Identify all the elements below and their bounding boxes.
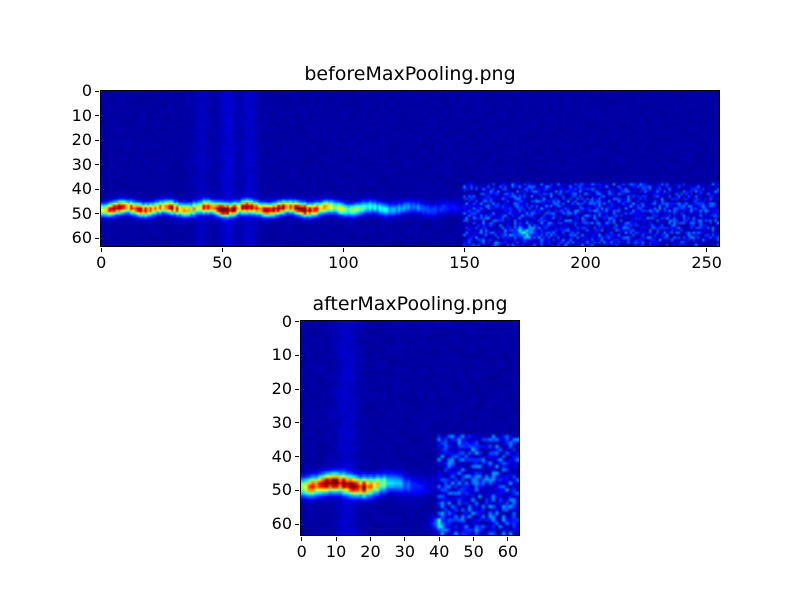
- x-tick-label: 250: [691, 253, 722, 272]
- y-tick-label: 30: [71, 154, 92, 174]
- x-tick: [473, 537, 475, 541]
- x-tick-label: 50: [463, 542, 484, 561]
- x-tick: [221, 248, 223, 252]
- x-tick-label: 0: [296, 542, 307, 561]
- x-tick-label: 0: [96, 253, 107, 272]
- x-tick: [585, 248, 587, 252]
- subplot-before-maxpooling: beforeMaxPooling.png 0 50 100 150 200 250 0 10 2…: [72, 63, 722, 272]
- x-tick-label: 40: [429, 542, 450, 561]
- x-tick-label: 100: [328, 253, 359, 272]
- x-tick: [507, 537, 509, 541]
- y-tick-label: 0: [281, 311, 292, 331]
- y-tick: [95, 164, 99, 166]
- subplot-after-maxpooling: afterMaxPooling.png 0 10 20 30 40 50 60 0 10 20 30…: [272, 293, 520, 561]
- x-tick: [342, 248, 344, 252]
- y-tick-label: 20: [71, 130, 92, 150]
- y-tick-label: 0: [81, 81, 92, 101]
- y-tick: [95, 188, 99, 190]
- x-tick: [301, 537, 303, 541]
- y-tick: [295, 422, 299, 424]
- chart-title: afterMaxPooling.png: [312, 293, 508, 315]
- y-tick: [95, 90, 99, 92]
- y-tick-label: 50: [71, 203, 92, 223]
- y-tick-label: 50: [271, 480, 292, 500]
- y-tick: [95, 139, 99, 141]
- x-tick-label: 150: [449, 253, 480, 272]
- x-tick: [463, 248, 465, 252]
- y-tick: [95, 237, 99, 239]
- x-tick-label: 20: [360, 542, 381, 561]
- x-tick-label: 60: [497, 542, 519, 561]
- y-tick: [95, 115, 99, 117]
- x-tick-label: 50: [212, 253, 233, 272]
- x-tick: [100, 248, 102, 252]
- x-tick: [404, 537, 406, 541]
- y-tick-label: 40: [271, 446, 292, 466]
- y-tick-label: 40: [71, 179, 92, 199]
- y-tick-label: 20: [271, 379, 292, 399]
- heatmap-image: [101, 91, 719, 246]
- y-tick: [95, 213, 99, 215]
- plot-area: [300, 320, 520, 536]
- x-tick: [369, 537, 371, 541]
- x-tick: [706, 248, 708, 252]
- x-tick-label: 200: [570, 253, 601, 272]
- y-tick: [295, 489, 299, 491]
- x-tick: [438, 537, 440, 541]
- y-tick: [295, 354, 299, 356]
- x-tick-label: 30: [394, 542, 416, 561]
- y-tick-label: 10: [71, 105, 92, 125]
- y-tick: [295, 388, 299, 390]
- y-tick: [295, 456, 299, 458]
- chart-title: beforeMaxPooling.png: [304, 63, 516, 85]
- y-tick-label: 10: [271, 345, 292, 365]
- x-tick: [335, 537, 337, 541]
- y-tick: [295, 321, 299, 323]
- y-tick-label: 60: [71, 228, 92, 248]
- x-tick-label: 10: [325, 542, 347, 561]
- y-tick-label: 60: [271, 514, 292, 534]
- y-tick: [295, 523, 299, 525]
- y-tick-label: 30: [271, 412, 292, 432]
- heatmap-image: [301, 321, 519, 535]
- plot-area: [100, 90, 720, 247]
